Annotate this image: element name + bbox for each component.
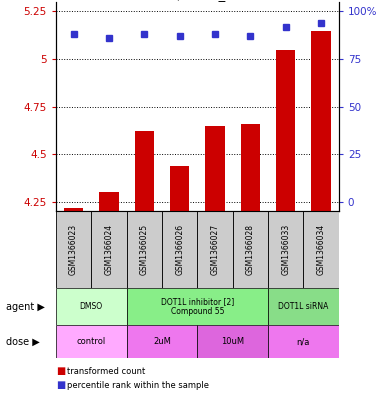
Text: GSM1366025: GSM1366025	[140, 224, 149, 275]
Text: DOT1L inhibitor [2]
Compound 55: DOT1L inhibitor [2] Compound 55	[161, 297, 234, 316]
Text: 2uM: 2uM	[153, 337, 171, 346]
Title: GDS5620 / ILMN_2222880: GDS5620 / ILMN_2222880	[110, 0, 284, 1]
Bar	[162, 211, 197, 288]
Bar	[276, 50, 295, 211]
Text: GSM1366028: GSM1366028	[246, 224, 255, 275]
Bar	[134, 131, 154, 211]
Text: n/a: n/a	[297, 337, 310, 346]
Bar	[64, 208, 83, 211]
Bar	[197, 325, 268, 358]
Text: DMSO: DMSO	[80, 302, 103, 311]
Bar	[268, 325, 339, 358]
Bar	[56, 211, 91, 288]
Text: GSM1366033: GSM1366033	[281, 224, 290, 275]
Bar	[205, 126, 225, 211]
Bar	[127, 211, 162, 288]
Bar	[127, 288, 268, 325]
Text: control: control	[77, 337, 106, 346]
Bar	[311, 31, 331, 211]
Text: GSM1366024: GSM1366024	[104, 224, 114, 275]
Bar	[170, 166, 189, 211]
Text: GSM1366027: GSM1366027	[211, 224, 219, 275]
Text: transformed count: transformed count	[67, 367, 146, 376]
Text: percentile rank within the sample: percentile rank within the sample	[67, 381, 209, 389]
Text: DOT1L siRNA: DOT1L siRNA	[278, 302, 329, 311]
Bar	[56, 288, 127, 325]
Text: dose ▶: dose ▶	[6, 336, 40, 347]
Bar	[56, 325, 127, 358]
Bar	[197, 211, 233, 288]
Text: 10uM: 10uM	[221, 337, 244, 346]
Bar	[268, 288, 339, 325]
Bar	[303, 211, 339, 288]
Text: GSM1366023: GSM1366023	[69, 224, 78, 275]
Bar	[268, 211, 303, 288]
Text: ■: ■	[56, 366, 65, 376]
Bar	[91, 211, 127, 288]
Bar	[233, 211, 268, 288]
Text: GSM1366026: GSM1366026	[175, 224, 184, 275]
Bar	[241, 124, 260, 211]
Text: ■: ■	[56, 380, 65, 390]
Bar	[127, 325, 197, 358]
Bar	[99, 193, 119, 211]
Text: GSM1366034: GSM1366034	[316, 224, 326, 275]
Text: agent ▶: agent ▶	[6, 302, 45, 312]
